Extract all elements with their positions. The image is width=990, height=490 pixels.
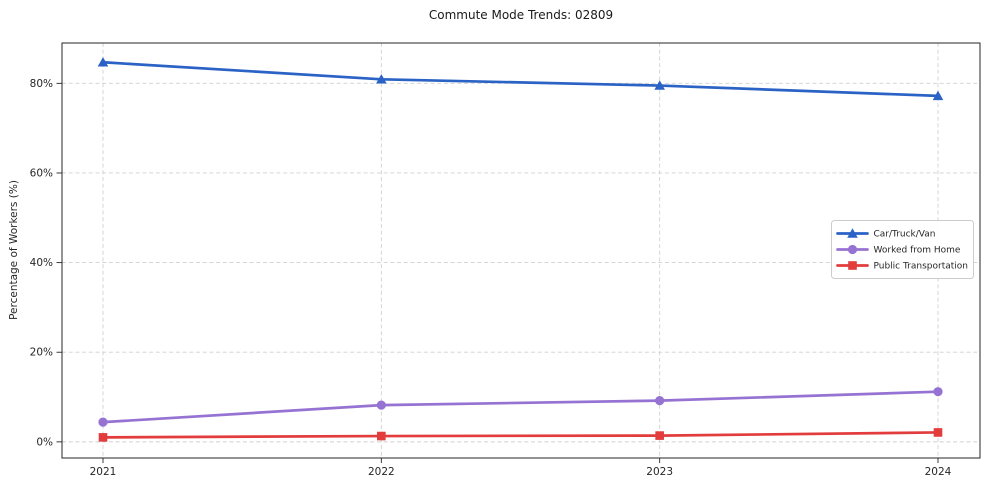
series-car-truck-van <box>97 57 944 101</box>
data-point <box>655 396 665 406</box>
series-line <box>101 390 940 424</box>
data-point <box>377 431 386 441</box>
chart-title: Commute Mode Trends: 02809 <box>428 8 614 22</box>
series-worked-from-home <box>98 387 943 427</box>
x-tick-label: 2024 <box>925 466 952 478</box>
tick-marks <box>56 82 939 463</box>
y-tick-label: 40% <box>30 257 53 269</box>
data-point <box>933 387 943 397</box>
legend-item: Worked from Home <box>836 244 961 256</box>
data-point <box>933 428 943 437</box>
y-tick-label: 0% <box>36 436 53 448</box>
data-point <box>376 74 387 84</box>
legend: Car/Truck/Van Worked from Home Public Tran… <box>831 220 974 279</box>
legend-item-label: Public Transportation <box>874 262 968 272</box>
y-tick-label: 20% <box>30 347 53 359</box>
data-point <box>97 57 109 67</box>
legend-item: Public Transportation <box>836 261 968 272</box>
legend-item: Car/Truck/Van <box>836 228 936 240</box>
series-line <box>101 431 940 439</box>
plot-border <box>61 42 981 459</box>
legend-circle-icon <box>847 244 858 255</box>
y-tick-label: 80% <box>30 78 53 90</box>
data-point <box>98 433 108 442</box>
data-point <box>98 417 108 427</box>
data-point <box>654 80 665 90</box>
data-point <box>376 400 386 410</box>
data-point <box>932 90 944 101</box>
x-tick-label: 2021 <box>90 466 117 478</box>
legend-square-icon <box>848 261 857 270</box>
series-line <box>101 60 940 98</box>
legend-item-label: Car/Truck/Van <box>874 230 936 240</box>
legend-triangle-icon <box>847 228 858 238</box>
x-tick-label: 2022 <box>368 466 395 478</box>
y-tick-label: 60% <box>30 167 53 179</box>
x-tick-label: 2023 <box>646 466 673 478</box>
data-point <box>655 431 664 440</box>
series-public-transportation <box>98 428 943 442</box>
legend-item-label: Worked from Home <box>874 246 961 256</box>
legend-box <box>831 220 974 279</box>
